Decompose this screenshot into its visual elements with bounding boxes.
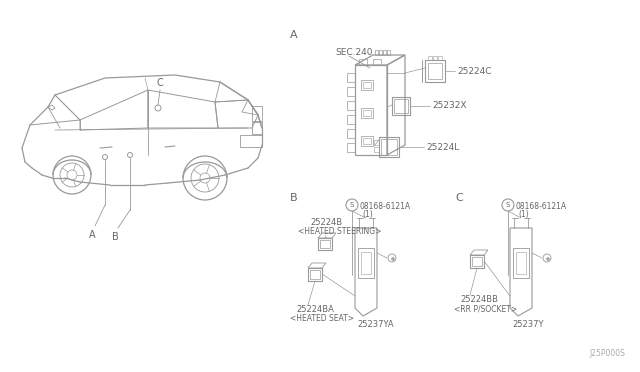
Text: B: B bbox=[290, 193, 298, 203]
Text: B: B bbox=[111, 232, 118, 242]
Text: A: A bbox=[89, 230, 95, 240]
Bar bbox=[310, 270, 320, 279]
Text: 25237YA: 25237YA bbox=[357, 320, 394, 329]
Bar bbox=[428, 63, 442, 79]
Text: 25224BA: 25224BA bbox=[296, 305, 334, 314]
Text: 25224C: 25224C bbox=[457, 67, 492, 76]
Bar bbox=[252, 106, 262, 121]
Text: 25237Y: 25237Y bbox=[512, 320, 543, 329]
Bar bbox=[240, 135, 262, 147]
Text: SEC.240: SEC.240 bbox=[335, 48, 372, 57]
Text: 08168-6121A: 08168-6121A bbox=[360, 202, 411, 211]
Text: 08168-6121A: 08168-6121A bbox=[516, 202, 567, 211]
Text: (1): (1) bbox=[362, 210, 372, 219]
Bar bbox=[361, 80, 373, 90]
Text: 25224BB: 25224BB bbox=[460, 295, 498, 304]
Bar bbox=[394, 99, 408, 113]
Bar bbox=[374, 147, 379, 152]
Text: (1): (1) bbox=[518, 210, 529, 219]
Bar bbox=[252, 122, 262, 134]
Bar bbox=[359, 59, 367, 65]
Bar bbox=[363, 110, 371, 116]
Text: A: A bbox=[290, 30, 298, 40]
Bar bbox=[381, 139, 397, 155]
Bar bbox=[373, 59, 381, 65]
Bar bbox=[320, 240, 330, 248]
Bar bbox=[363, 138, 371, 144]
Text: J25P000S: J25P000S bbox=[589, 349, 625, 358]
Text: 25224L: 25224L bbox=[426, 142, 460, 151]
Circle shape bbox=[547, 257, 550, 260]
Bar bbox=[375, 50, 378, 55]
Bar bbox=[428, 56, 432, 60]
Bar bbox=[363, 82, 371, 88]
Bar bbox=[438, 56, 442, 60]
Bar bbox=[374, 140, 379, 145]
Bar bbox=[383, 50, 386, 55]
Bar bbox=[361, 136, 373, 146]
Bar bbox=[516, 252, 526, 274]
Text: 25224B: 25224B bbox=[310, 218, 342, 227]
Bar bbox=[513, 248, 529, 278]
Text: S: S bbox=[350, 202, 354, 208]
Text: C: C bbox=[455, 193, 463, 203]
Text: C: C bbox=[157, 78, 163, 88]
Text: <RR P/SOCKET>: <RR P/SOCKET> bbox=[454, 305, 517, 314]
Text: S: S bbox=[506, 202, 510, 208]
Bar bbox=[387, 50, 390, 55]
Bar bbox=[472, 257, 482, 266]
Bar bbox=[358, 248, 374, 278]
Text: <HEATED STEERING>: <HEATED STEERING> bbox=[298, 227, 381, 236]
Bar bbox=[361, 252, 371, 274]
Text: <HEATED SEAT>: <HEATED SEAT> bbox=[290, 314, 354, 323]
Bar bbox=[379, 50, 382, 55]
Bar bbox=[361, 108, 373, 118]
Circle shape bbox=[392, 257, 394, 260]
Text: 25232X: 25232X bbox=[432, 102, 467, 110]
Bar bbox=[433, 56, 437, 60]
